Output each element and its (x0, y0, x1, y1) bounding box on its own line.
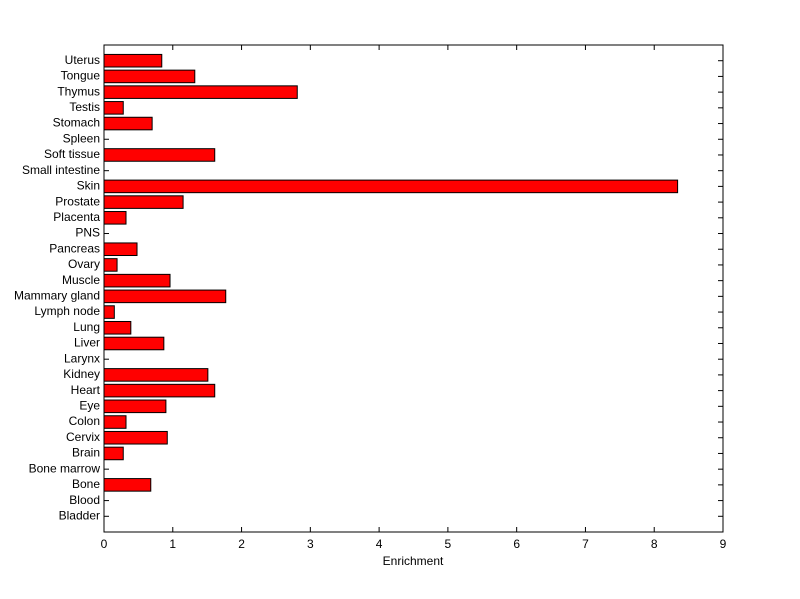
y-tick-label: Mammary gland (14, 289, 100, 303)
y-tick-label: Eye (79, 398, 100, 412)
bar (103, 195, 184, 209)
bar (103, 305, 115, 319)
bar (103, 383, 216, 398)
bar (103, 85, 298, 99)
y-tick-label: Blood (69, 493, 100, 507)
y-tick-label: Lymph node (34, 304, 100, 318)
x-tick-label: 5 (445, 537, 452, 551)
y-tick-label: Colon (69, 414, 100, 428)
x-tick-label: 4 (376, 537, 383, 551)
y-tick-label: Soft tissue (44, 147, 100, 161)
x-tick-label: 6 (513, 537, 520, 551)
y-tick-label: Spleen (63, 131, 100, 145)
bar (103, 415, 127, 429)
y-tick-label: Uterus (65, 53, 100, 67)
bar (103, 336, 165, 351)
bar (103, 289, 227, 304)
y-tick-label: Small intestine (22, 163, 100, 177)
bar (103, 148, 216, 162)
x-tick-label: 0 (101, 537, 108, 551)
y-tick-label: Thymus (57, 84, 100, 98)
y-tick-label: Liver (74, 336, 100, 350)
bar (103, 53, 163, 68)
x-tick-label: 7 (582, 537, 589, 551)
y-tick-label: Prostate (55, 194, 100, 208)
y-tick-label: Testis (69, 100, 100, 114)
bar (103, 69, 196, 84)
axes-box (103, 44, 724, 533)
y-tick-label: Kidney (63, 367, 100, 381)
x-tick-label: 3 (307, 537, 314, 551)
y-tick-label: Cervix (66, 430, 100, 444)
bar (103, 478, 152, 492)
bar (103, 399, 167, 414)
y-tick-label: Tongue (61, 69, 101, 83)
y-tick-label: Stomach (53, 116, 100, 130)
y-tick-label: Larynx (64, 351, 100, 365)
y-tick-label: Placenta (53, 210, 100, 224)
bar (103, 320, 132, 335)
y-tick-label: Bone (72, 477, 100, 491)
bar (103, 242, 138, 257)
x-tick-label: 8 (651, 537, 658, 551)
x-tick-label: 9 (720, 537, 727, 551)
y-tick-label: PNS (75, 226, 100, 240)
x-tick-label: 1 (169, 537, 176, 551)
y-tick-label: Lung (73, 320, 100, 334)
y-tick-label: Pancreas (49, 241, 100, 255)
x-tick-label: 2 (238, 537, 245, 551)
y-tick-label: Muscle (62, 273, 100, 287)
y-tick-label: Brain (72, 446, 100, 460)
bar (103, 368, 209, 382)
y-tick-label: Skin (77, 179, 100, 193)
y-tick-label: Heart (71, 383, 101, 397)
bar (103, 211, 127, 225)
y-tick-label: Bone marrow (29, 461, 101, 475)
bar (103, 116, 153, 131)
bar (103, 179, 679, 194)
x-axis-label: Enrichment (383, 554, 444, 568)
bar (103, 273, 171, 288)
bar (103, 430, 168, 445)
y-tick-label: Ovary (68, 257, 100, 271)
y-tick-label: Bladder (59, 508, 100, 522)
bar (103, 101, 124, 115)
bar (103, 446, 124, 461)
bar (103, 258, 118, 272)
